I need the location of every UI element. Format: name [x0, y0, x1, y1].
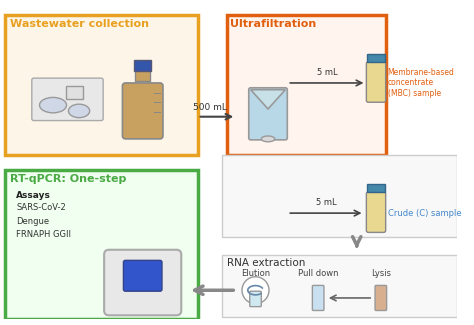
Text: 500 mL: 500 mL — [193, 103, 227, 112]
Text: Ultrafiltration: Ultrafiltration — [230, 19, 317, 29]
Text: 5 mL: 5 mL — [317, 68, 337, 77]
FancyBboxPatch shape — [104, 250, 181, 315]
Ellipse shape — [39, 98, 66, 113]
Text: 5 mL: 5 mL — [316, 198, 336, 207]
Text: Lysis: Lysis — [371, 269, 391, 278]
Text: Wastewater collection: Wastewater collection — [9, 19, 149, 29]
FancyBboxPatch shape — [122, 83, 163, 139]
Bar — [5, 16, 198, 155]
FancyBboxPatch shape — [123, 260, 162, 291]
Bar — [134, 60, 151, 72]
Text: RNA extraction: RNA extraction — [227, 258, 305, 268]
Bar — [135, 70, 150, 81]
Bar — [367, 54, 385, 62]
Text: Crude (C) sample: Crude (C) sample — [388, 209, 461, 218]
FancyBboxPatch shape — [250, 291, 261, 307]
FancyBboxPatch shape — [375, 285, 387, 310]
Circle shape — [242, 277, 269, 304]
Bar — [367, 184, 385, 192]
Text: RT-qPCR: One-step: RT-qPCR: One-step — [9, 174, 126, 184]
Ellipse shape — [261, 136, 275, 142]
FancyBboxPatch shape — [32, 78, 103, 121]
Text: Pull down: Pull down — [298, 269, 338, 278]
Bar — [227, 16, 386, 155]
Text: Membrane-based
concentrate
(MBC) sample: Membrane-based concentrate (MBC) sample — [388, 68, 455, 98]
Bar — [222, 254, 457, 317]
Bar — [65, 86, 83, 99]
FancyBboxPatch shape — [366, 62, 386, 102]
Text: Assays: Assays — [17, 191, 51, 200]
Bar — [222, 155, 457, 237]
FancyBboxPatch shape — [249, 88, 287, 140]
Bar — [5, 170, 198, 319]
FancyBboxPatch shape — [366, 192, 386, 232]
Text: Elution: Elution — [241, 269, 270, 278]
Polygon shape — [251, 90, 285, 109]
Ellipse shape — [68, 104, 90, 118]
Text: SARS-CoV-2
Dengue
FRNAPH GGII: SARS-CoV-2 Dengue FRNAPH GGII — [17, 203, 72, 239]
FancyBboxPatch shape — [312, 285, 324, 310]
